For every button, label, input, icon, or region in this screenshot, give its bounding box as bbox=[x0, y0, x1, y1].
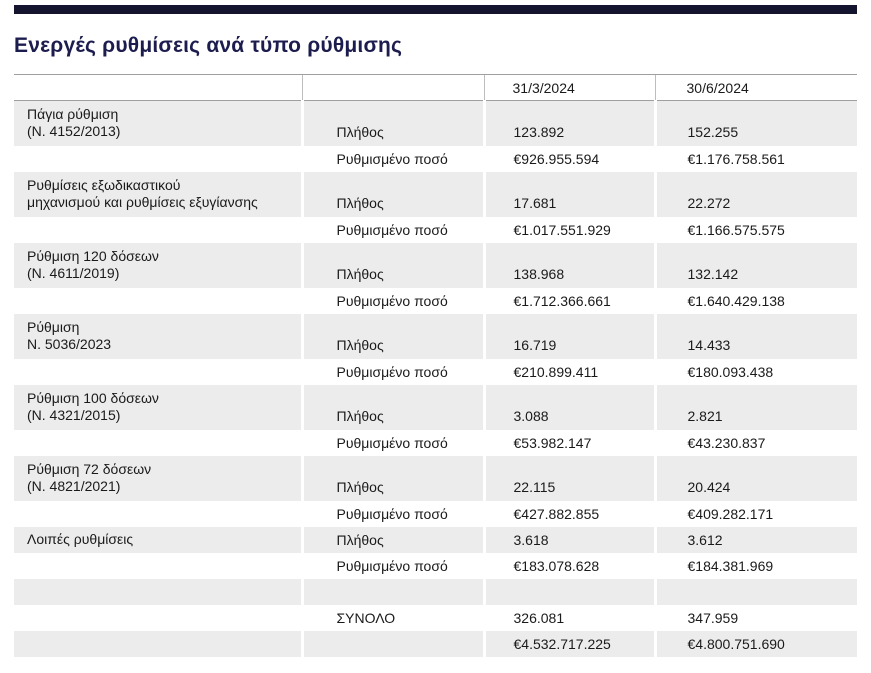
count-value-q2: 132.142 bbox=[655, 242, 857, 288]
amount-value-q1: €53.982.147 bbox=[484, 429, 657, 456]
metric-label: Ρυθμισμένο ποσό bbox=[302, 429, 486, 456]
empty-cell bbox=[302, 578, 486, 605]
amount-value-q1: €183.078.628 bbox=[484, 552, 657, 579]
header-date-1: 31/3/2024 bbox=[483, 74, 655, 101]
metric-label: Πλήθος bbox=[302, 171, 486, 217]
count-value-q2: 20.424 bbox=[655, 455, 857, 501]
amount-value-q2: €1.640.429.138 bbox=[687, 292, 785, 309]
count-value-q2: 152.255 bbox=[655, 100, 857, 146]
amount-value-q2: €1.166.575.575 bbox=[687, 221, 785, 238]
category-name-empty bbox=[14, 145, 304, 172]
metric-label: Πλήθος bbox=[302, 526, 486, 553]
total-count-row: ΣΥΝΟΛΟ 326.081 347.959 bbox=[14, 604, 857, 631]
total-amount-row: €4.532.717.225 €4.800.751.690 bbox=[14, 630, 857, 657]
table-row-count: Ρύθμιση Ν. 5036/2023 Πλήθος 16.719 14.43… bbox=[14, 313, 857, 359]
amount-value-q2: €180.093.438 bbox=[687, 363, 774, 380]
amount-value-q1: €427.882.855 bbox=[484, 500, 657, 527]
table-row-amount: Ρυθμισμένο ποσό €427.882.855 €409.282.17… bbox=[14, 500, 857, 527]
amount-value-q2: €184.381.969 bbox=[687, 557, 774, 574]
count-value-q1: 3.088 bbox=[484, 384, 657, 430]
category-name: Ρύθμιση 72 δόσεων (Ν. 4821/2021) bbox=[14, 455, 304, 501]
total-label: ΣΥΝΟΛΟ bbox=[302, 604, 486, 631]
count-value-q1: 22.115 bbox=[484, 455, 657, 501]
total-amount-q1: €4.532.717.225 bbox=[484, 630, 657, 657]
table-row-amount: Ρυθμισμένο ποσό €53.982.147 €43.230.837 bbox=[14, 429, 857, 456]
category-name: Ρύθμιση 120 δόσεων (Ν. 4611/2019) bbox=[14, 242, 304, 288]
metric-label: Πλήθος bbox=[302, 384, 486, 430]
page-title: Ενεργές ρυθμίσεις ανά τύπο ρύθμισης bbox=[14, 34, 403, 57]
amount-value-q1: €1.017.551.929 bbox=[484, 216, 657, 243]
category-name-empty bbox=[14, 358, 304, 385]
table-row-count: Ρύθμιση 72 δόσεων (Ν. 4821/2021) Πλήθος … bbox=[14, 455, 857, 501]
settlements-table: 31/3/2024 30/6/2024 Πάγια ρύθμιση (Ν. 41… bbox=[14, 74, 857, 657]
table-row-amount: Ρυθμισμένο ποσό €1.017.551.929 €1.166.57… bbox=[14, 216, 857, 243]
amount-value-q1: €210.899.411 bbox=[484, 358, 657, 385]
spacer-row bbox=[14, 578, 857, 605]
table-header-row: 31/3/2024 30/6/2024 bbox=[14, 74, 857, 101]
category-name: Ρύθμιση Ν. 5036/2023 bbox=[14, 313, 304, 359]
metric-label: Ρυθμισμένο ποσό bbox=[302, 145, 486, 172]
category-name: Λοιπές ρυθμίσεις bbox=[14, 526, 304, 553]
table-row-count: Λοιπές ρυθμίσεις Πλήθος 3.618 3.612 bbox=[14, 526, 857, 553]
category-name: Ρυθμίσεις εξωδικαστικού μηχανισμού και ρ… bbox=[14, 171, 304, 217]
table-row-amount: Ρυθμισμένο ποσό €210.899.411 €180.093.43… bbox=[14, 358, 857, 385]
category-name: Πάγια ρύθμιση (Ν. 4152/2013) bbox=[14, 100, 304, 146]
total-count-q1: 326.081 bbox=[484, 604, 657, 631]
amount-value-q2: €43.230.837 bbox=[687, 434, 766, 451]
empty-cell bbox=[14, 578, 304, 605]
table-row-count: Πάγια ρύθμιση (Ν. 4152/2013) Πλήθος 123.… bbox=[14, 100, 857, 146]
header-category-cell bbox=[14, 74, 302, 101]
metric-label: Πλήθος bbox=[302, 100, 486, 146]
metric-label: Ρυθμισμένο ποσό bbox=[302, 358, 486, 385]
count-value-q1: 138.968 bbox=[484, 242, 657, 288]
header-metric-cell bbox=[301, 74, 484, 101]
empty-cell bbox=[302, 630, 486, 657]
category-name-empty bbox=[14, 287, 304, 314]
amount-value-q1: €926.955.594 bbox=[484, 145, 657, 172]
count-value-q1: 3.618 bbox=[484, 526, 657, 553]
count-value-q2: 3.612 bbox=[655, 526, 857, 553]
table-row-amount: Ρυθμισμένο ποσό €926.955.594 €1.176.758.… bbox=[14, 145, 857, 172]
count-value-q2: 2.821 bbox=[655, 384, 857, 430]
amount-value-q2: €409.282.171 bbox=[687, 505, 774, 522]
count-value-q1: 16.719 bbox=[484, 313, 657, 359]
table-row-amount: Ρυθμισμένο ποσό €1.712.366.661 €1.640.42… bbox=[14, 287, 857, 314]
accent-bar bbox=[14, 5, 857, 14]
table-row-count: Ρύθμιση 120 δόσεων (Ν. 4611/2019) Πλήθος… bbox=[14, 242, 857, 288]
table-row-count: Ρυθμίσεις εξωδικαστικού μηχανισμού και ρ… bbox=[14, 171, 857, 217]
count-value-q2: 14.433 bbox=[655, 313, 857, 359]
empty-cell bbox=[484, 578, 657, 605]
amount-value-q2: €1.176.758.561 bbox=[687, 150, 785, 167]
empty-cell bbox=[14, 630, 304, 657]
metric-label: Πλήθος bbox=[302, 455, 486, 501]
metric-label: Πλήθος bbox=[302, 313, 486, 359]
total-count-q2: 347.959 bbox=[687, 609, 739, 626]
header-date-2: 30/6/2024 bbox=[654, 74, 857, 101]
category-name-empty bbox=[14, 500, 304, 527]
amount-value-q1: €1.712.366.661 bbox=[484, 287, 657, 314]
count-value-q1: 123.892 bbox=[484, 100, 657, 146]
table-row-amount: Ρυθμισμένο ποσό €183.078.628 €184.381.96… bbox=[14, 552, 857, 579]
empty-cell bbox=[655, 578, 857, 605]
empty-cell bbox=[14, 604, 304, 631]
category-name-empty bbox=[14, 216, 304, 243]
count-value-q2: 22.272 bbox=[655, 171, 857, 217]
metric-label: Ρυθμισμένο ποσό bbox=[302, 552, 486, 579]
metric-label: Ρυθμισμένο ποσό bbox=[302, 500, 486, 527]
metric-label: Ρυθμισμένο ποσό bbox=[302, 287, 486, 314]
metric-label: Ρυθμισμένο ποσό bbox=[302, 216, 486, 243]
category-name-empty bbox=[14, 429, 304, 456]
category-name: Ρύθμιση 100 δόσεων (Ν. 4321/2015) bbox=[14, 384, 304, 430]
category-name-empty bbox=[14, 552, 304, 579]
count-value-q1: 17.681 bbox=[484, 171, 657, 217]
table-row-count: Ρύθμιση 100 δόσεων (Ν. 4321/2015) Πλήθος… bbox=[14, 384, 857, 430]
total-amount-q2: €4.800.751.690 bbox=[655, 630, 857, 657]
metric-label: Πλήθος bbox=[302, 242, 486, 288]
